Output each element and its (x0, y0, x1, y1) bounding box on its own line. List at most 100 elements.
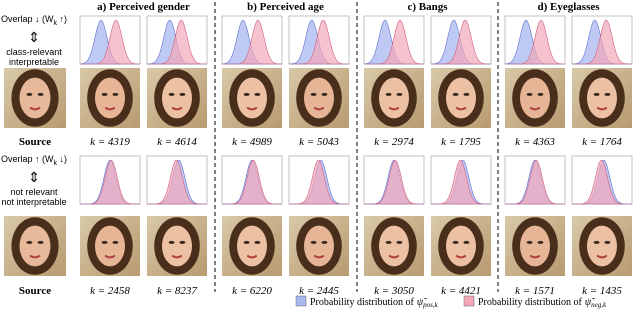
eye (37, 92, 44, 96)
face-image (572, 216, 632, 276)
legend-symbol: ψ̃ (417, 297, 427, 308)
k-label: k = 1764 (582, 136, 622, 148)
overlap-text: ↓) (57, 154, 67, 164)
source-label: Source (19, 285, 51, 297)
neg-distribution (505, 159, 565, 205)
legend-swatch (463, 295, 475, 307)
note: interpretable (9, 57, 59, 67)
column-title: a) Perceived gender (97, 1, 190, 13)
eye (26, 92, 33, 96)
mouth (104, 106, 116, 111)
legend-text: Probability distribution of ψ̃neg,k (478, 297, 607, 309)
eye (310, 240, 317, 244)
eye (452, 92, 459, 96)
dividers (214, 2, 499, 292)
legend-swatch (295, 295, 307, 307)
face-image (147, 68, 207, 128)
face (19, 225, 51, 267)
eye (463, 92, 470, 96)
face-image (289, 216, 349, 276)
mouth (246, 106, 258, 111)
eye (243, 92, 250, 96)
eye (537, 240, 544, 244)
eye (101, 92, 108, 96)
legend-sub: neg,k (591, 301, 607, 309)
note: not relevant (10, 187, 58, 197)
k-label: k = 1571 (515, 285, 555, 297)
eye (168, 240, 175, 244)
neg-distribution (222, 159, 282, 205)
k-label: k = 6220 (232, 285, 272, 297)
overlap-text: ↑) (57, 14, 67, 24)
mouth (104, 254, 116, 259)
note: class-relevant (6, 47, 62, 57)
eye (112, 240, 119, 244)
face (587, 77, 617, 119)
k-label: k = 8237 (157, 285, 197, 297)
neg-distribution (80, 159, 140, 205)
eye (101, 240, 108, 244)
k-label: k = 4989 (232, 136, 272, 148)
face (587, 225, 617, 267)
legend-symbol: ψ̃ (585, 297, 595, 308)
face-image (4, 216, 66, 276)
mouth (388, 106, 400, 111)
arrow: ⇕ (28, 31, 40, 46)
eye (37, 240, 44, 244)
eye (396, 92, 403, 96)
neg-distribution (289, 159, 349, 205)
k-label: k = 4319 (90, 136, 130, 148)
column-title: d) Eyeglasses (537, 1, 600, 13)
face-image (4, 68, 66, 128)
eye (310, 92, 317, 96)
face-image (364, 68, 424, 128)
face (162, 77, 192, 119)
face-image (80, 68, 140, 128)
eye (243, 240, 250, 244)
neg-distribution (431, 159, 491, 205)
legend-label: Probability distribution of (310, 297, 415, 308)
face (95, 225, 125, 267)
eye (26, 240, 33, 244)
face (520, 225, 550, 267)
eye (526, 240, 533, 244)
eye (168, 92, 175, 96)
eye (321, 92, 328, 96)
face-image (147, 216, 207, 276)
mouth (313, 254, 325, 259)
face (19, 77, 51, 119)
neg-distribution (222, 19, 282, 65)
face-image (505, 216, 565, 276)
k-label: k = 4421 (441, 285, 481, 297)
mouth (388, 254, 400, 259)
face-image (289, 68, 349, 128)
eye (604, 240, 611, 244)
mouth (596, 106, 608, 111)
neg-distribution (572, 19, 632, 65)
column-title: c) Bangs (407, 1, 448, 13)
face (446, 77, 476, 119)
face (379, 77, 409, 119)
face-image (505, 68, 565, 128)
face (95, 77, 125, 119)
face (237, 77, 267, 119)
eye (452, 240, 459, 244)
face-image (572, 68, 632, 128)
k-label: k = 1795 (441, 136, 481, 148)
neg-distribution (289, 19, 349, 65)
mouth (171, 106, 183, 111)
eye (179, 92, 186, 96)
legend-label: Probability distribution of (478, 297, 583, 308)
eye (463, 240, 470, 244)
face (379, 225, 409, 267)
k-label: k = 3050 (374, 285, 414, 297)
k-label: k = 4614 (157, 136, 197, 148)
neg-distribution (147, 159, 207, 205)
neg-distribution (364, 159, 424, 205)
mouth (171, 254, 183, 259)
k-label: k = 1435 (582, 285, 622, 297)
overlap-sub: k (54, 20, 58, 27)
eye (254, 240, 261, 244)
k-label: k = 2445 (299, 285, 339, 297)
